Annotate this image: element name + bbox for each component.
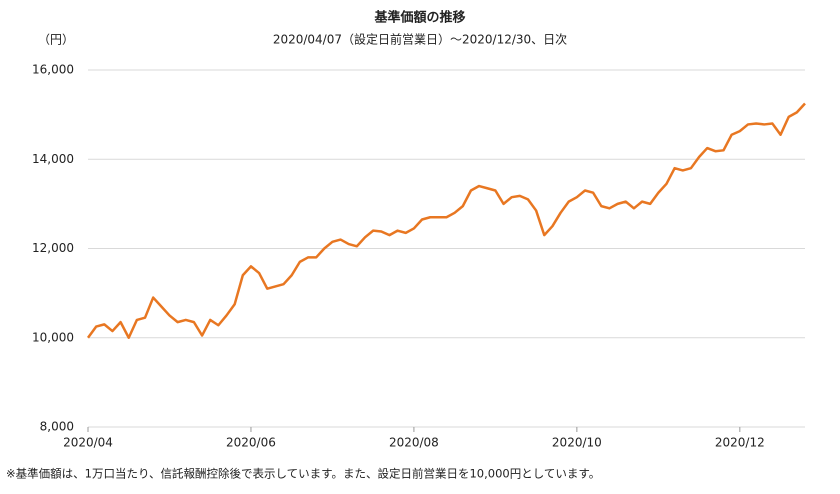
footnote: ※基準価額は、1万口当たり、信託報酬控除後で表示しています。また、設定日前営業日… (6, 467, 600, 481)
y-tick-label: 10,000 (32, 330, 74, 344)
y-tick-label: 14,000 (32, 152, 74, 166)
y-tick-label: 12,000 (32, 241, 74, 255)
x-tick-label: 2020/12 (715, 436, 765, 450)
y-unit: （円） (38, 33, 74, 47)
y-tick-label: 16,000 (32, 63, 74, 77)
y-tick-label: 8,000 (40, 420, 74, 434)
x-tick-label: 2020/04 (63, 436, 113, 450)
x-tick-label: 2020/06 (226, 436, 276, 450)
x-tick-label: 2020/10 (552, 436, 602, 450)
chart-subtitle: 2020/04/07（設定日前営業日）～2020/12/30、日次 (273, 32, 567, 47)
x-tick-label: 2020/08 (389, 436, 439, 450)
chart-title: 基準価額の推移 (373, 10, 465, 26)
price-line (86, 102, 806, 339)
